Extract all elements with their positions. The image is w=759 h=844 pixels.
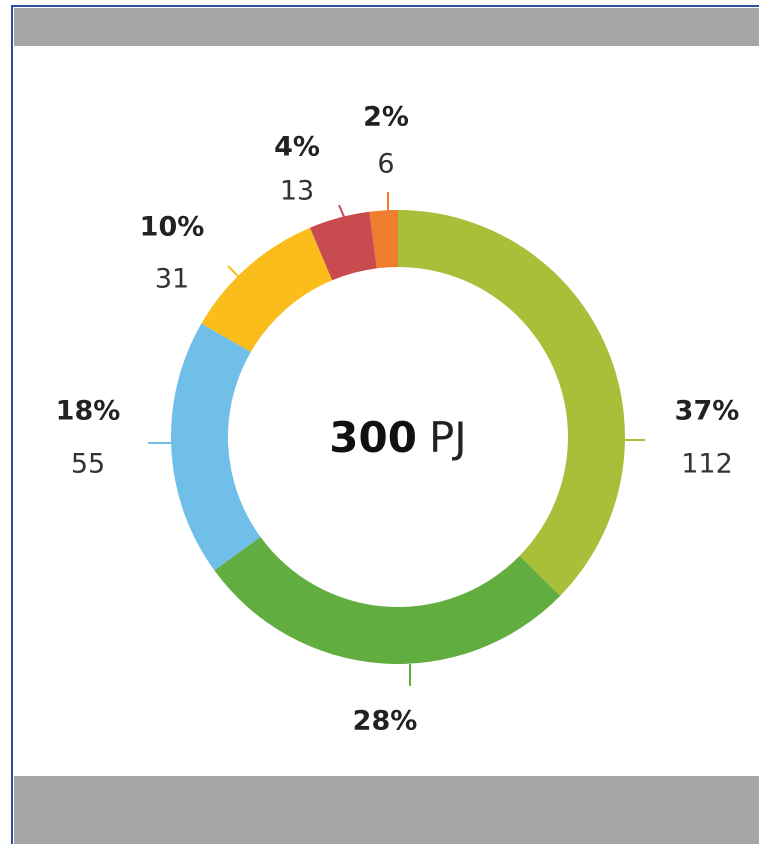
- percent-label: 2%: [363, 102, 409, 133]
- center-label: 300 PJ: [329, 413, 466, 462]
- value-label: 112: [681, 449, 733, 480]
- donut-slice: [310, 211, 377, 281]
- frame: [11, 5, 759, 844]
- leader-line: [338, 204, 346, 220]
- percent-label: 18%: [56, 396, 121, 427]
- donut-slice: [201, 227, 333, 352]
- donut-slice: [369, 210, 398, 269]
- value-label: 55: [71, 449, 105, 480]
- center-value: 300: [329, 413, 417, 462]
- bottom-bar: [14, 776, 759, 844]
- percent-label: 37%: [675, 396, 740, 427]
- percent-label: 10%: [140, 212, 205, 243]
- value-label: 13: [280, 176, 314, 207]
- center-unit: PJ: [429, 413, 467, 462]
- donut-slice: [214, 536, 561, 664]
- donut-slice: [170, 323, 261, 571]
- value-label: 6: [377, 149, 394, 180]
- percent-label: 28%: [353, 706, 418, 737]
- value-label: 31: [155, 264, 189, 295]
- top-bar: [14, 8, 759, 46]
- donut-slice: [398, 210, 625, 596]
- leader-line: [227, 265, 241, 279]
- percent-label: 4%: [274, 132, 320, 163]
